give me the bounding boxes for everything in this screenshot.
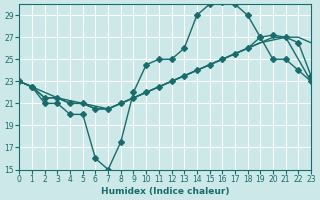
X-axis label: Humidex (Indice chaleur): Humidex (Indice chaleur) (101, 187, 229, 196)
